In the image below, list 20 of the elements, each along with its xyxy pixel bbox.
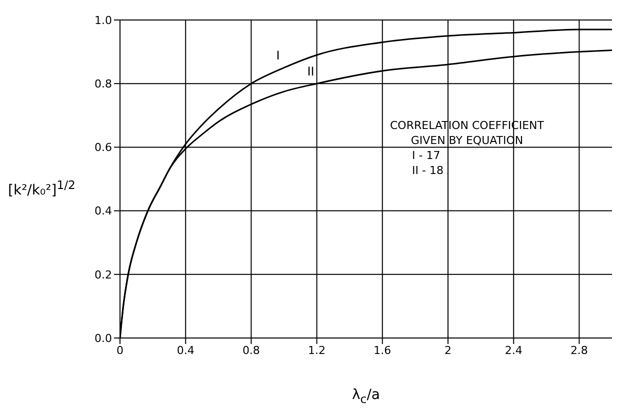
x-tick-label: 0.8 (242, 344, 260, 357)
series-label: II (307, 64, 314, 79)
y-axis-title: [k²/k₀²]$^{1/2}$ (8, 178, 76, 199)
x-tick-label: 2 (444, 344, 452, 357)
annotation: I - 17 (411, 148, 442, 163)
x-tick-label: 2.4 (504, 344, 522, 357)
x-tick-label: 2.8 (570, 344, 588, 357)
x-tick-label: 0 (116, 344, 124, 357)
annotation: II - 18 (411, 163, 444, 178)
y-tick-label: 0.8 (94, 78, 112, 91)
y-tick-label: 0.6 (94, 141, 112, 154)
x-tick-label: 0.4 (176, 344, 194, 357)
y-tick-label: 1.0 (94, 14, 112, 27)
x-tick-label: 1.2 (308, 344, 326, 357)
x-axis-title: λ$_{c}$/a (350, 387, 381, 406)
series-label: I (276, 48, 280, 63)
y-tick-label: 0.0 (94, 332, 112, 345)
x-tick-label: 1.6 (374, 344, 392, 357)
y-tick-label: 0.4 (94, 204, 112, 218)
y-tick-label: 0.2 (94, 268, 112, 282)
